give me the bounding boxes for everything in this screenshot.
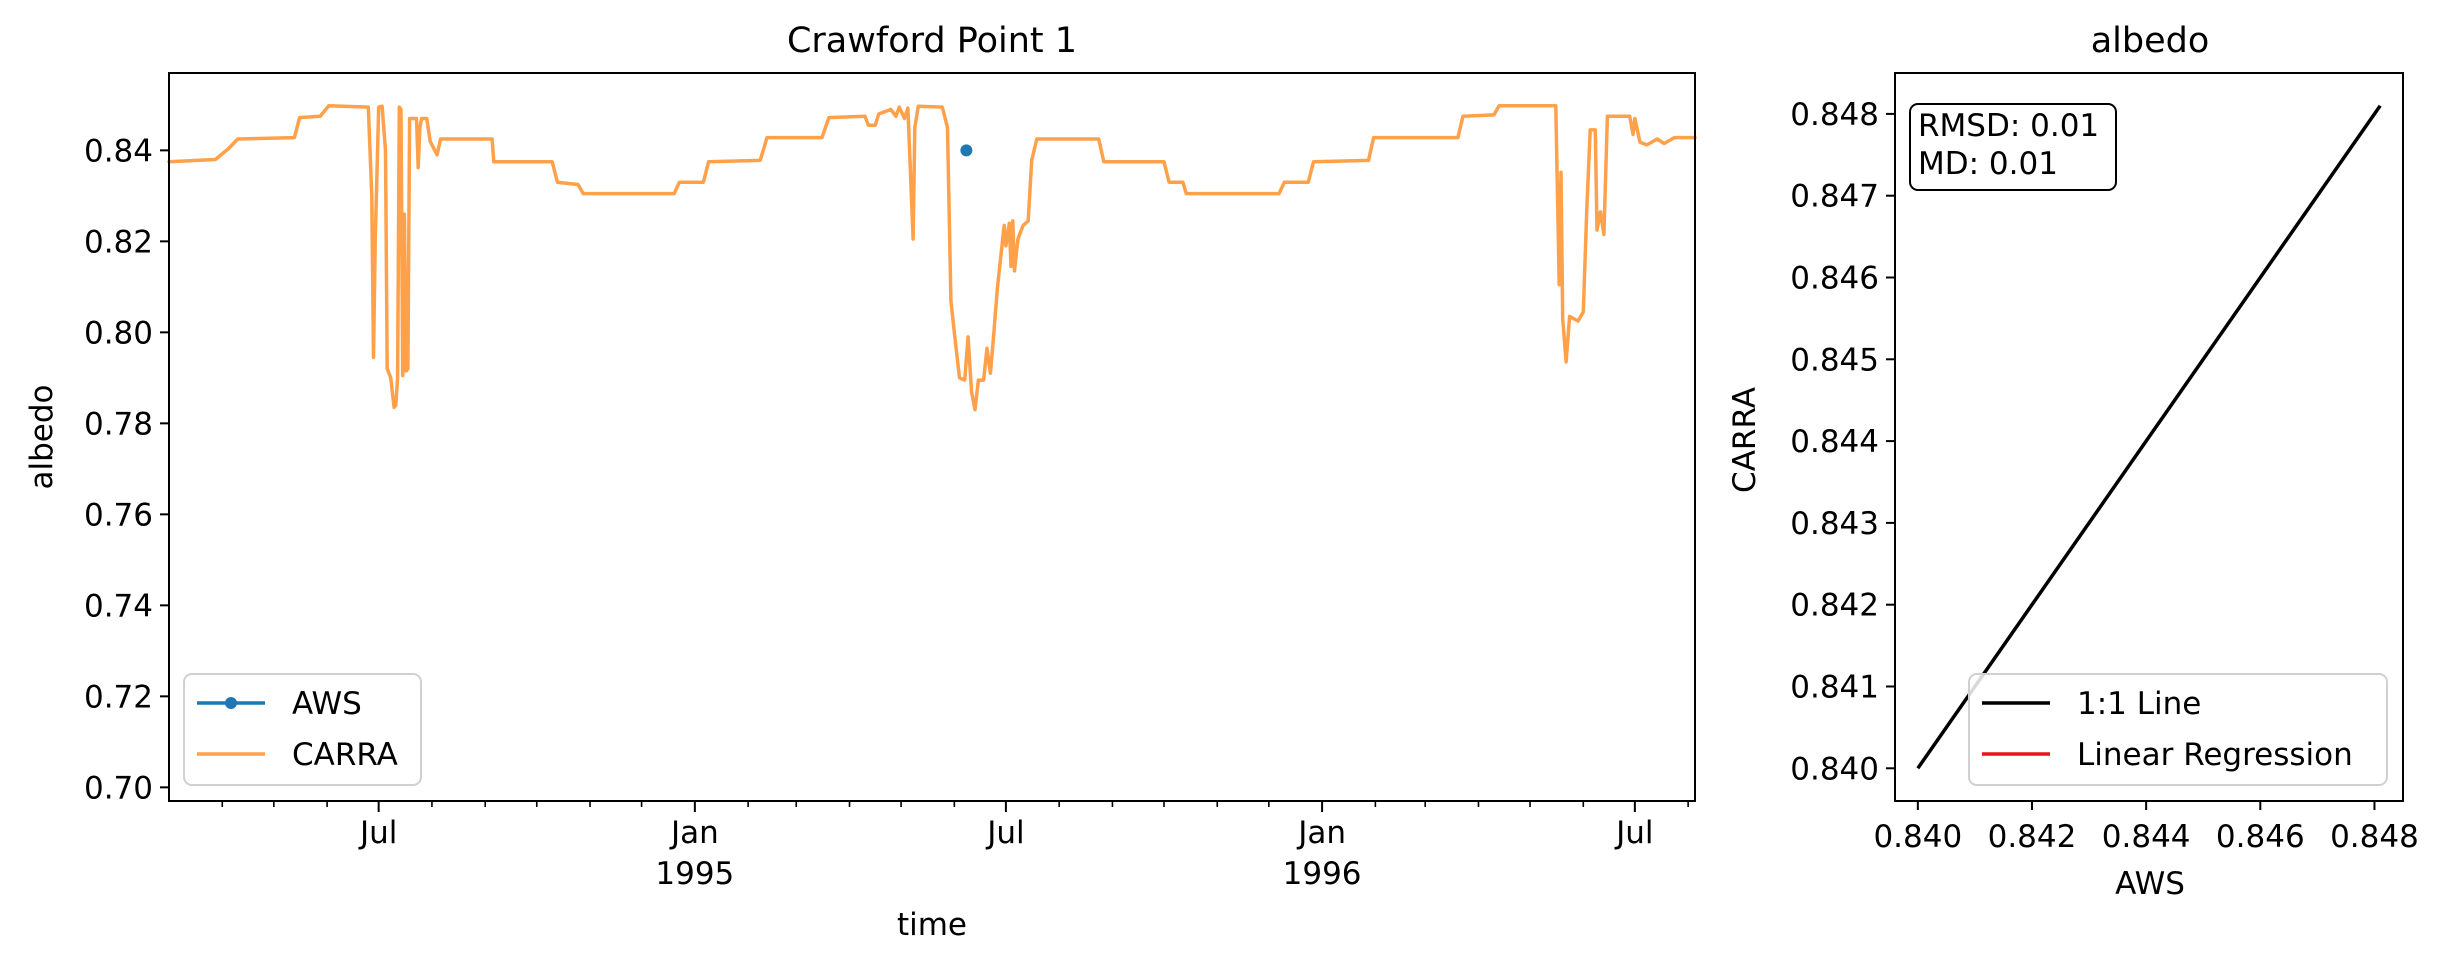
y-tick-label: 0.78 (84, 406, 153, 442)
x-tick-sublabel: 1996 (1283, 856, 1362, 892)
scatter-plot-frame (1894, 72, 2404, 802)
scatter-legend: 1:1 Line Linear Regression (1968, 673, 2388, 786)
y-tick-label: 0.72 (84, 679, 153, 715)
x-tick-label: 0.846 (2216, 819, 2305, 855)
carra-series-line (167, 104, 1697, 412)
stats-annotation-box (1909, 103, 2117, 191)
x-tick-label: 0.840 (1873, 819, 1962, 855)
legend-carra-label: CARRA (292, 737, 398, 773)
y-tick-label: 0.84 (84, 133, 153, 169)
aws-point (960, 144, 973, 157)
x-tick-label: Jul (1614, 815, 1653, 851)
y-tick-label: 0.847 (1790, 179, 1879, 215)
timeseries-chart: Crawford Point 1 0.70 0.72 0.74 0.76 0.78 0.8… (24, 21, 1697, 943)
y-tick-label: 0.846 (1790, 260, 1879, 296)
scatter-title: albedo (2091, 21, 2210, 61)
y-tick-label: 0.82 (84, 224, 153, 260)
stats-annotation: RMSD: 0.01 MD: 0.01 (1909, 103, 2117, 191)
legend-one-to-one-label: 1:1 Line (2077, 686, 2201, 722)
x-tick-label: Jul (985, 815, 1024, 851)
scatter-y-axis-label: CARRA (1727, 387, 1763, 493)
y-tick-label: 0.848 (1790, 97, 1879, 133)
y-tick-label: 0.841 (1790, 669, 1879, 705)
rmsd-label: RMSD: 0.01 (1918, 108, 2099, 144)
md-label: MD: 0.01 (1918, 146, 2058, 182)
x-tick-label: Jan (1296, 815, 1346, 851)
timeseries-x-axis: Jul Jan 1995 Jul Jan 1996 Jul (221, 801, 1689, 892)
x-tick-label: 0.848 (2330, 819, 2419, 855)
scatter-series-layer (1916, 104, 2382, 770)
y-tick-label: 0.76 (84, 497, 153, 533)
legend-aws-marker (225, 697, 237, 709)
x-tick-label: Jul (358, 815, 397, 851)
timeseries-legend: AWS CARRA (183, 673, 422, 786)
scatter-x-axis-label: AWS (2115, 866, 2185, 902)
y-tick-label: 0.842 (1790, 588, 1879, 624)
y-tick-label: 0.844 (1790, 424, 1879, 460)
legend-aws-label: AWS (292, 686, 362, 722)
timeseries-x-axis-label: time (897, 907, 967, 943)
legend-regression-label: Linear Regression (2077, 737, 2353, 773)
scatter-y-axis: 0.840 0.841 0.842 0.843 0.844 0.845 0.846 0.847… (1790, 97, 1895, 787)
y-tick-label: 0.80 (84, 315, 153, 351)
x-tick-sublabel: 1995 (655, 856, 734, 892)
timeseries-plot-frame (168, 72, 1696, 802)
scatter-x-axis: 0.840 0.842 0.844 0.846 0.848 (1873, 801, 2419, 855)
timeseries-title: Crawford Point 1 (787, 21, 1077, 61)
x-tick-label: Jan (669, 815, 719, 851)
x-tick-label: 0.842 (1988, 819, 2077, 855)
y-tick-label: 0.74 (84, 588, 153, 624)
y-tick-label: 0.843 (1790, 506, 1879, 542)
timeseries-y-axis-label: albedo (24, 384, 60, 489)
one-to-one-line (1916, 104, 2382, 770)
scatter-legend-box (1968, 673, 2388, 786)
scatter-chart: albedo 0.8400.8410.8420.8430.8440.8450.8… (1727, 21, 2419, 902)
timeseries-series-layer (167, 104, 1697, 412)
y-tick-label: 0.840 (1790, 751, 1879, 787)
y-tick-label: 0.70 (84, 770, 153, 806)
timeseries-y-axis: 0.70 0.72 0.74 0.76 0.78 0.80 0.82 0.84 (84, 133, 169, 806)
x-tick-label: 0.844 (2102, 819, 2191, 855)
y-tick-label: 0.845 (1790, 342, 1879, 378)
